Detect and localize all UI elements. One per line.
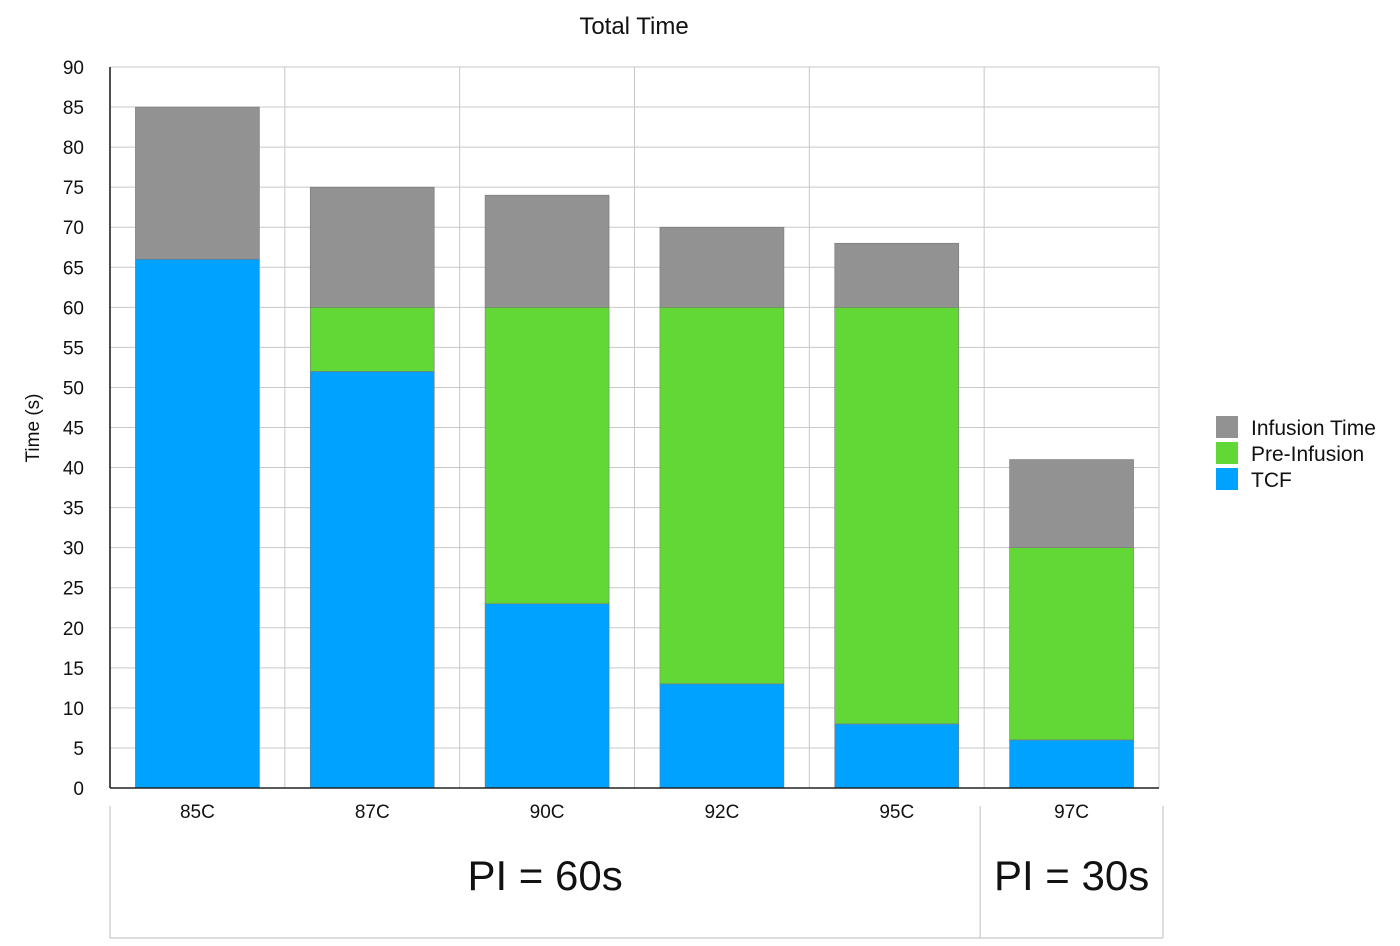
y-tick-75: 75: [63, 178, 84, 199]
y-tick-60: 60: [63, 298, 84, 319]
x-tick-90C: 90C: [530, 802, 565, 823]
bar-95C-pre-infusion: [834, 307, 960, 725]
bar-85C-infusion-time: [135, 106, 260, 260]
bar-90C-infusion-time: [484, 194, 610, 308]
bar-87C-tcf: [309, 371, 435, 789]
axes: [109, 67, 1159, 789]
legend-label-tcf: TCF: [1251, 469, 1292, 492]
legend-label-infusion-time: Infusion Time: [1251, 417, 1376, 440]
x-tick-95C: 95C: [879, 802, 914, 823]
bar-92C-pre-infusion: [659, 307, 785, 685]
bar-90C-tcf: [484, 603, 610, 789]
bar-85C-tcf: [135, 258, 260, 789]
bar-90C-pre-infusion: [484, 307, 610, 605]
y-tick-5: 5: [73, 739, 84, 760]
x-tick-87C: 87C: [355, 802, 390, 823]
group-label-0: PI = 60s: [467, 852, 622, 899]
x-tick-85C: 85C: [180, 802, 215, 823]
legend-swatch-infusion-time: [1216, 416, 1238, 438]
bar-95C-infusion-time: [834, 242, 960, 308]
bar-87C-pre-infusion: [309, 307, 435, 372]
y-axis-label: Time (s): [23, 394, 44, 463]
y-tick-30: 30: [63, 539, 84, 560]
legend: Infusion Time Pre-Infusion TCF: [1216, 416, 1376, 492]
x-tick-92C: 92C: [704, 802, 739, 823]
x-tick-labels: 85C 87C 90C 92C 95C 97C: [180, 802, 1089, 823]
y-tick-85: 85: [63, 98, 84, 119]
x-tick-97C: 97C: [1054, 802, 1089, 823]
y-tick-45: 45: [63, 419, 84, 440]
y-tick-0: 0: [73, 779, 84, 800]
y-tick-25: 25: [63, 579, 84, 600]
legend-swatch-pre-infusion: [1216, 442, 1238, 464]
bar-97C-pre-infusion: [1009, 547, 1134, 741]
chart-title: Total Time: [579, 13, 688, 40]
y-tick-20: 20: [63, 619, 84, 640]
category-groups: PI = 60s PI = 30s: [109, 806, 1164, 939]
group-label-1: PI = 30s: [994, 852, 1149, 899]
legend-swatch-tcf: [1216, 468, 1238, 490]
y-tick-labels: 0 5 10 15 20 25 30 35 40 45 50 55 60 65 70 75 80 85 90: [63, 58, 84, 800]
bars: [135, 106, 1134, 789]
y-tick-15: 15: [63, 659, 84, 680]
y-tick-80: 80: [63, 138, 84, 159]
y-tick-90: 90: [63, 58, 84, 79]
y-tick-65: 65: [63, 258, 84, 279]
y-tick-35: 35: [63, 499, 84, 520]
gridlines: [110, 66, 1160, 788]
y-tick-55: 55: [63, 338, 84, 359]
bar-92C-infusion-time: [659, 226, 785, 308]
y-tick-50: 50: [63, 378, 84, 399]
y-tick-10: 10: [63, 699, 84, 720]
y-tick-40: 40: [63, 459, 84, 480]
bar-97C-infusion-time: [1009, 459, 1134, 548]
legend-label-pre-infusion: Pre-Infusion: [1251, 443, 1364, 466]
bar-95C-tcf: [834, 723, 960, 789]
bar-97C-tcf: [1009, 739, 1134, 789]
bar-87C-infusion-time: [309, 186, 435, 308]
bar-92C-tcf: [659, 683, 785, 789]
y-tick-70: 70: [63, 218, 84, 239]
